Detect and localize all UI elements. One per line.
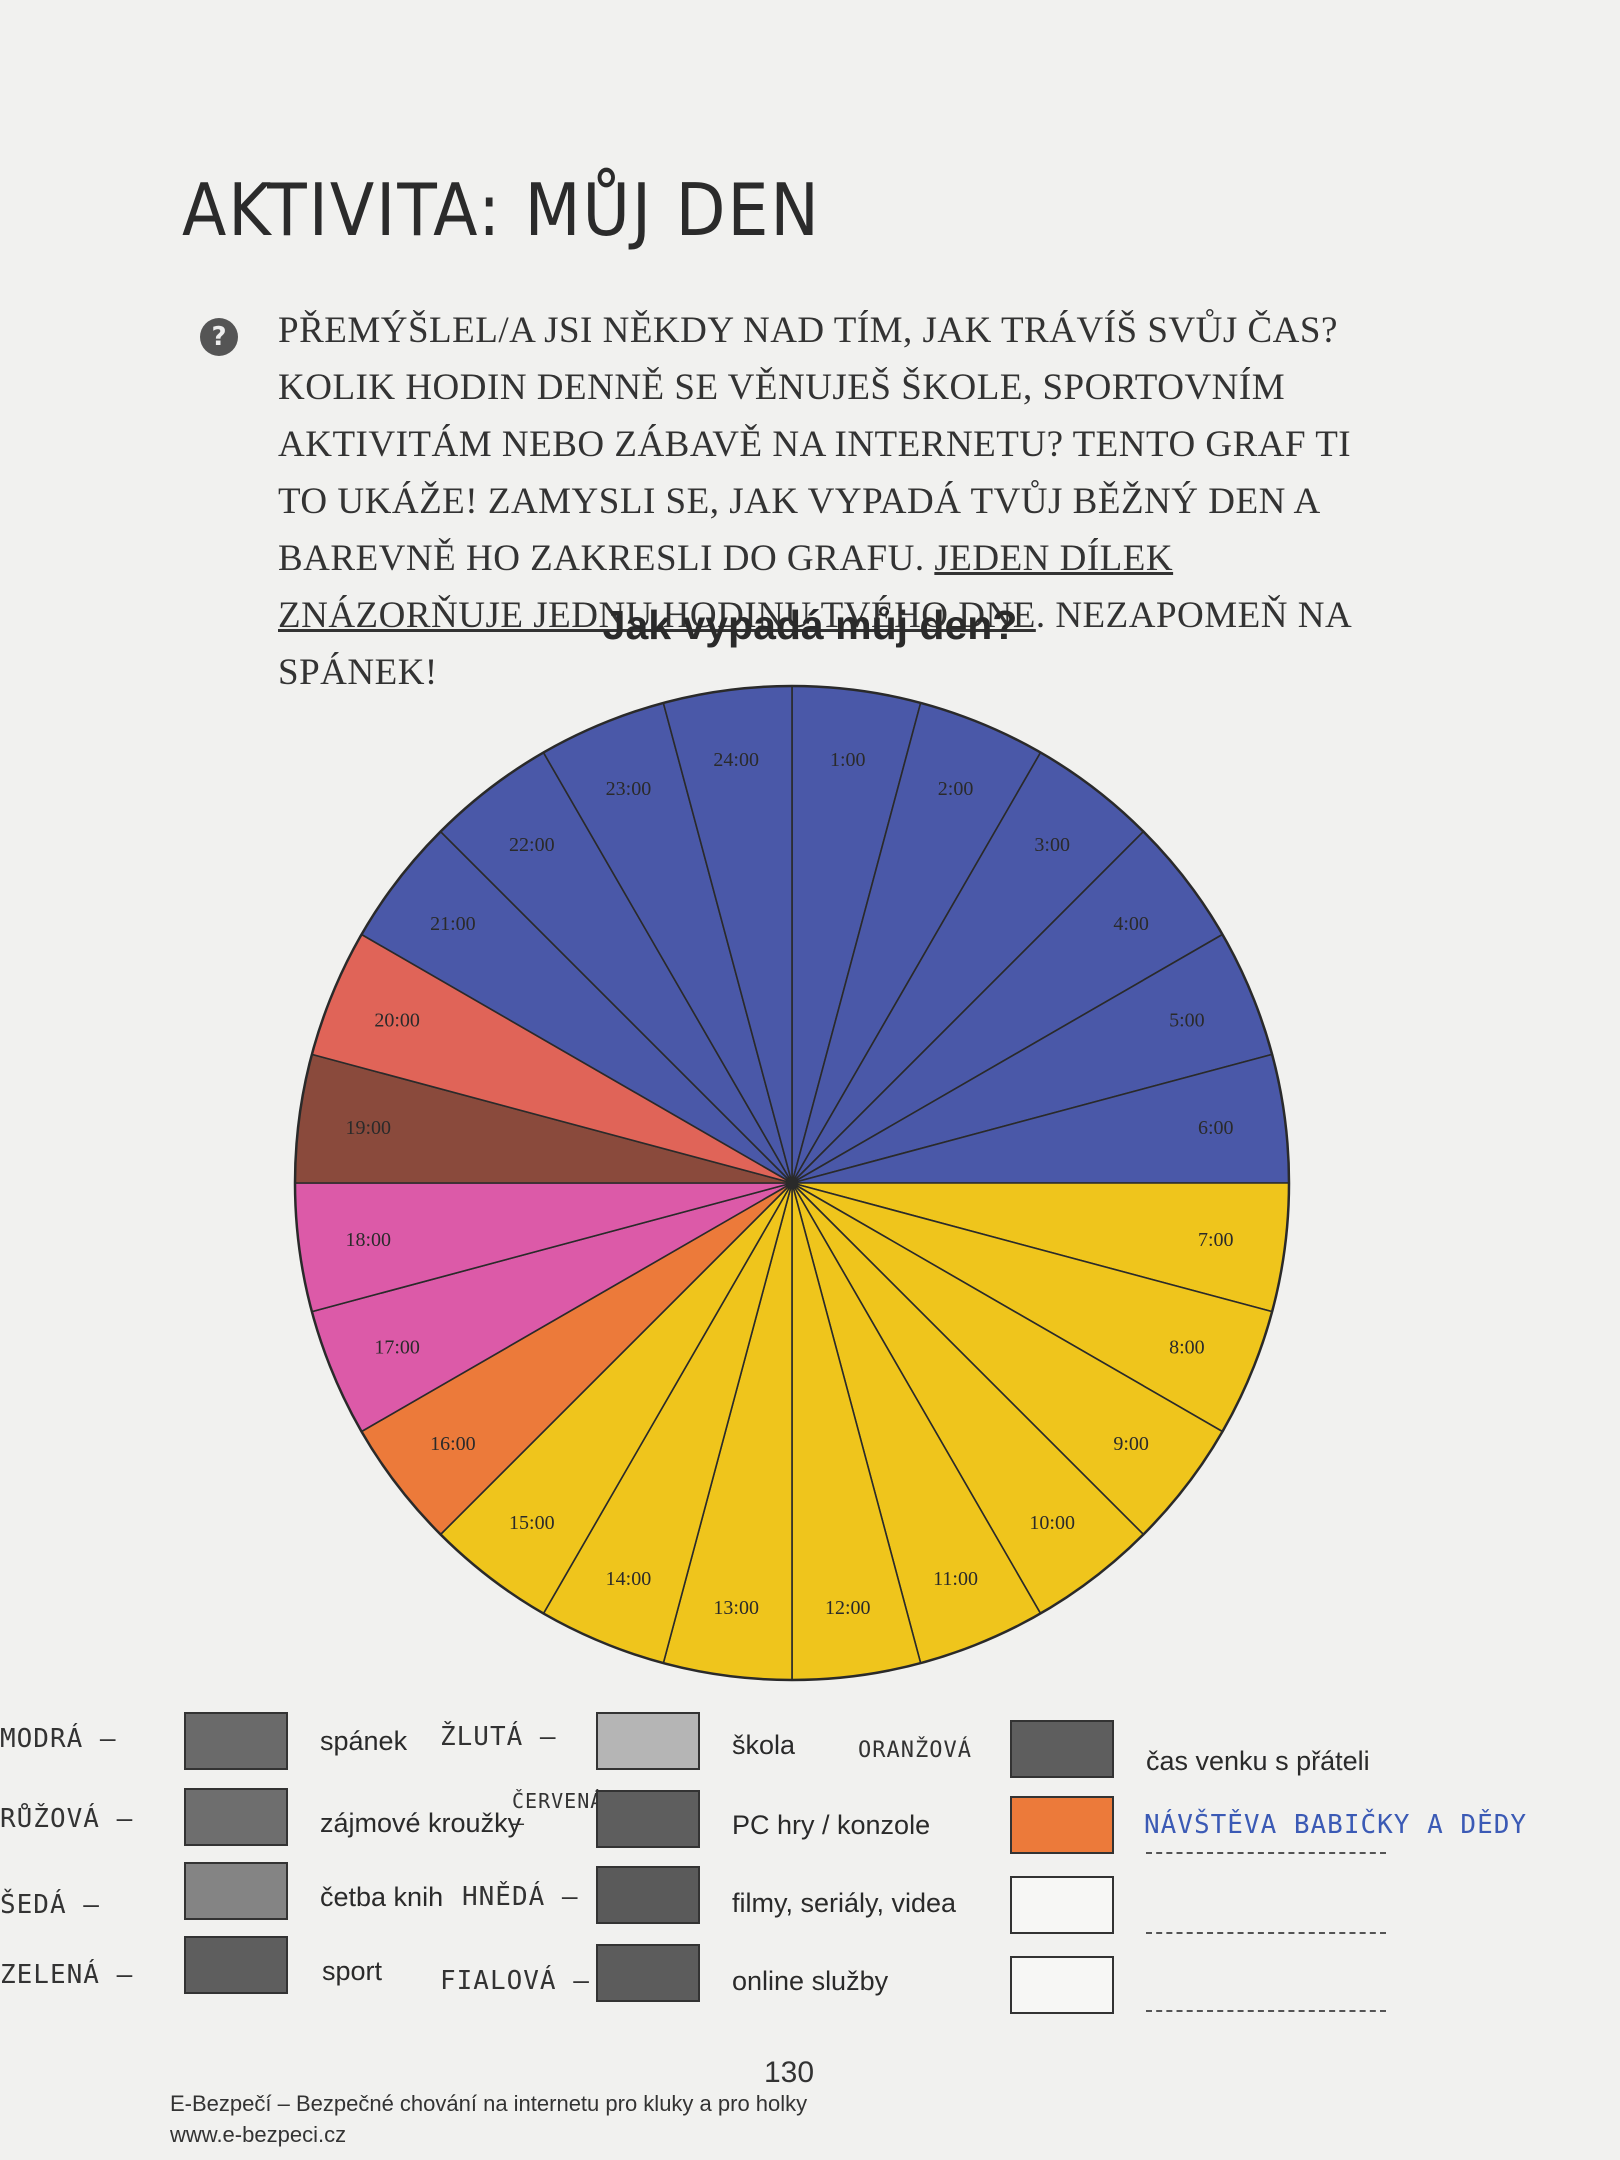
- pie-slice-label-12: 12:00: [825, 1597, 871, 1619]
- legend-swatch-11: [1010, 1876, 1114, 1934]
- intro-text: Přemýšlel/a jsi někdy nad tím, jak tráví…: [278, 302, 1408, 701]
- page-number: 130: [764, 2056, 815, 2089]
- legend-label-8: online služby: [732, 1966, 889, 1996]
- chart-title: Jak vypadá můj den?: [602, 602, 1018, 648]
- pie-slice-label-16: 16:00: [430, 1433, 476, 1455]
- day-pie-chart: 1:00 2:00 3:00 4:00 5:00 6:00 7:00 8:00 9:00 10:0…: [293, 684, 1291, 1682]
- legend-handwritten-3: ŠEDÁ –: [0, 1890, 100, 1920]
- legend-label-5: škola: [732, 1730, 796, 1760]
- legend-swatch-8: [596, 1944, 700, 2002]
- pie-slice-label-4: 4:00: [1113, 913, 1149, 935]
- pie-slice-label-21: 21:00: [430, 913, 476, 935]
- pie-slice-label-9: 9:00: [1113, 1433, 1149, 1455]
- intro-part-1: Přemýšlel/a jsi někdy nad tím, jak tráví…: [278, 310, 1352, 579]
- legend-handwritten-7: HNĚDÁ –: [462, 1882, 579, 1912]
- pie-slice-label-22: 22:00: [509, 834, 555, 856]
- legend-handwritten-1: MODRÁ –: [0, 1724, 117, 1754]
- legend-handwritten-9: ORANŽOVÁ: [858, 1738, 972, 1763]
- legend-swatch-5: [596, 1712, 700, 1770]
- legend-blank-line-12: [1146, 2010, 1386, 2012]
- intro-part-2: . Nezapomeň na spánek!: [278, 595, 1351, 693]
- pie-slice-label-6: 6:00: [1198, 1117, 1234, 1139]
- footer: E-Bezpečí – Bezpečné chování na internet…: [170, 2088, 807, 2150]
- legend-label-4: sport: [322, 1956, 383, 1986]
- pie-slice-label-11: 11:00: [933, 1568, 978, 1590]
- pie-slice-label-20: 20:00: [374, 1009, 420, 1031]
- footer-line-2: www.e-bezpeci.cz: [170, 2122, 347, 2147]
- pie-slice-label-10: 10:00: [1029, 1512, 1075, 1534]
- pie-center: [786, 1177, 798, 1189]
- footer-line-1: E-Bezpečí – Bezpečné chování na internet…: [170, 2091, 808, 2116]
- question-icon: ?: [200, 318, 238, 356]
- legend-swatch-7: [596, 1866, 700, 1924]
- pie-slice-label-24: 24:00: [713, 749, 759, 771]
- pie-slice-label-1: 1:00: [830, 749, 866, 771]
- legend-handwritten-2: RŮŽOVÁ –: [0, 1804, 134, 1834]
- pie-slice-label-19: 19:00: [345, 1117, 391, 1139]
- pie-slice-label-14: 14:00: [606, 1568, 652, 1590]
- intro-underlined: Jeden dílek znázorňuje jednu hodinu tvéh…: [278, 538, 1174, 636]
- pie-slice-label-18: 18:00: [345, 1229, 391, 1251]
- legend-label-3: četba knih: [320, 1882, 444, 1912]
- legend-label-1: spánek: [320, 1726, 408, 1756]
- legend-swatch-1: [184, 1712, 288, 1770]
- legend-blank-line-10: [1146, 1852, 1386, 1854]
- legend-swatch-9: [1010, 1720, 1114, 1778]
- legend-swatch-6: [596, 1790, 700, 1848]
- legend-swatch-3: [184, 1862, 288, 1920]
- legend-label-10: NÁVŠTĚVA BABIČKY A DĚDY: [1144, 1810, 1528, 1840]
- pie-slice-label-17: 17:00: [374, 1337, 420, 1359]
- pie-outline: [293, 684, 1291, 1682]
- pie-slice-label-15: 15:00: [509, 1512, 555, 1534]
- legend-handwritten-8: FIALOVÁ –: [440, 1966, 590, 1996]
- pie-slice-label-7: 7:00: [1198, 1229, 1234, 1251]
- pie-slice-label-2: 2:00: [938, 778, 974, 800]
- legend-swatch-2: [184, 1788, 288, 1846]
- pie-slice-label-5: 5:00: [1169, 1009, 1205, 1031]
- legend-swatch-10: [1010, 1796, 1114, 1854]
- legend-blank-line-11: [1146, 1932, 1386, 1934]
- legend-swatch-12: [1010, 1956, 1114, 2014]
- pie-slice-label-3: 3:00: [1034, 834, 1070, 856]
- legend-handwritten-4: ZELENÁ –: [0, 1960, 134, 1990]
- pie-slice-label-13: 13:00: [713, 1597, 759, 1619]
- legend-swatch-4: [184, 1936, 288, 1994]
- page-title: AKTIVITA: MŮJ DEN: [182, 168, 821, 252]
- pie-slice-label-23: 23:00: [606, 778, 652, 800]
- legend-label-7: filmy, seriály, videa: [732, 1888, 957, 1918]
- legend-label-2: zájmové kroužky: [320, 1808, 522, 1838]
- legend-handwritten-5: ŽLUTÁ –: [440, 1722, 557, 1752]
- legend-label-6: PC hry / konzole: [732, 1810, 931, 1840]
- legend-label-9: čas venku s přáteli: [1146, 1746, 1370, 1776]
- legend-handwritten-6: ČERVENÁ –: [512, 1789, 604, 1835]
- pie-slice-label-8: 8:00: [1169, 1337, 1205, 1359]
